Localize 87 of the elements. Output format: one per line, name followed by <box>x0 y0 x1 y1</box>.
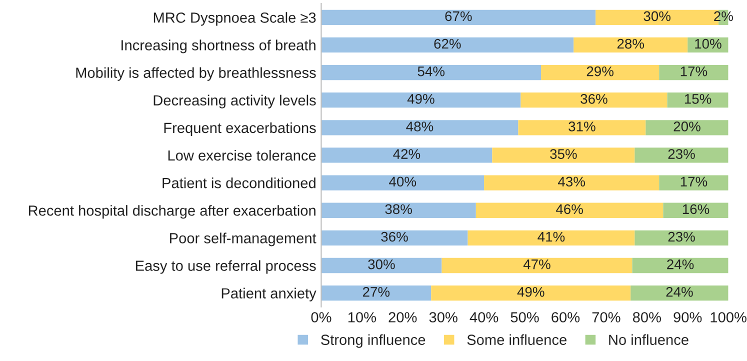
y-tick-label: Low exercise tolerance <box>168 150 316 161</box>
bar <box>468 230 635 246</box>
x-tick-label: 40% <box>470 312 498 322</box>
data-label: 15% <box>684 94 712 104</box>
data-label: 40% <box>389 176 416 187</box>
data-label: 29% <box>586 66 614 76</box>
y-tick-label: Recent hospital discharge after exacerbation <box>28 205 316 219</box>
data-label: 38% <box>385 204 412 214</box>
data-label: 47% <box>523 259 550 270</box>
data-label: 62% <box>434 38 461 49</box>
bar <box>442 258 632 274</box>
data-label: 43% <box>558 176 585 187</box>
bar <box>431 285 631 301</box>
bar <box>321 258 442 274</box>
y-tick-label: Decreasing activity levels <box>154 94 316 108</box>
x-tick-label: 90% <box>674 312 702 322</box>
data-label: 17% <box>680 176 708 186</box>
x-tick-label: 50% <box>510 312 539 322</box>
y-tick-label: Easy to use referral process <box>136 260 316 274</box>
bar <box>492 148 635 163</box>
y-tick-label: Poor self-management <box>170 232 316 246</box>
data-label: 23% <box>668 232 695 242</box>
data-label: 46% <box>556 204 583 214</box>
bar <box>518 120 646 136</box>
data-label: 23% <box>668 149 695 159</box>
data-label: 49% <box>517 286 544 297</box>
data-label: 54% <box>418 66 445 76</box>
data-label: 41% <box>538 232 565 242</box>
data-label: 35% <box>550 149 577 159</box>
bar <box>321 120 518 136</box>
data-label: 49% <box>407 94 434 104</box>
data-label: 27% <box>362 286 390 297</box>
bar <box>321 10 596 25</box>
bar <box>321 148 492 163</box>
bar <box>659 64 728 80</box>
bar <box>476 202 664 218</box>
bar <box>574 37 688 53</box>
bar <box>634 148 728 163</box>
data-label: 10% <box>695 38 722 49</box>
bar <box>667 92 728 108</box>
data-label: 28% <box>617 38 644 49</box>
x-tick-label: 80% <box>632 312 661 322</box>
bar <box>321 175 484 190</box>
x-tick-label: 20% <box>388 312 417 322</box>
bar <box>520 92 668 108</box>
bar <box>541 64 660 80</box>
bar <box>659 175 728 190</box>
bar <box>632 258 728 274</box>
bar <box>321 202 476 218</box>
x-tick-label: 60% <box>552 312 580 322</box>
x-tick-label: 10% <box>348 312 376 322</box>
bar <box>321 64 542 80</box>
y-tick-label: Patient is deconditioned <box>162 178 316 188</box>
y-tick-label: Frequent exacerbations <box>164 122 316 136</box>
bar <box>321 230 468 246</box>
x-tick-label: 70% <box>592 312 620 322</box>
legend-label: Some influence <box>467 334 566 345</box>
y-tick-label: MRC Dyspnoea Scale ≥3 <box>154 12 316 26</box>
legend-label: No influence <box>609 334 688 345</box>
data-label: 30% <box>644 11 670 22</box>
y-tick-label: Mobility is affected by breathlessness <box>76 67 316 81</box>
bar <box>321 37 574 53</box>
data-label: 24% <box>666 286 693 297</box>
data-label: 31% <box>568 122 596 132</box>
bar <box>484 175 660 190</box>
y-tick-label: Patient anxiety <box>222 288 316 302</box>
bar <box>321 92 521 108</box>
x-tick-label: 0% <box>311 312 332 322</box>
x-tick-label: 100% <box>710 312 746 322</box>
data-label: 24% <box>667 259 694 270</box>
data-label: 17% <box>680 66 708 76</box>
data-label: 42% <box>393 149 420 159</box>
data-label: 16% <box>682 204 710 214</box>
bar <box>634 230 728 246</box>
y-tick-label: Increasing shortness of breath <box>122 40 316 54</box>
x-tick-label: 30% <box>429 312 458 322</box>
data-label: 36% <box>580 94 608 104</box>
bar <box>663 202 728 218</box>
bar <box>321 285 432 301</box>
data-label: 36% <box>381 232 408 242</box>
data-label: 20% <box>674 122 700 132</box>
legend-label: Strong influence <box>321 334 426 348</box>
data-label: 30% <box>368 259 395 270</box>
data-label: 67% <box>445 11 472 22</box>
data-label: 48% <box>406 122 434 132</box>
bar <box>646 120 728 136</box>
bar <box>630 285 728 301</box>
